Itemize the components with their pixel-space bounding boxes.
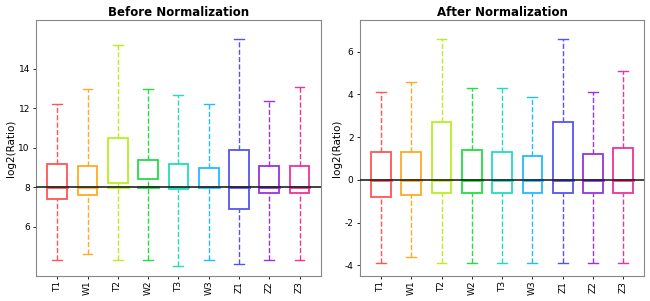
Bar — [108, 138, 127, 183]
Bar — [432, 122, 451, 193]
Bar — [614, 148, 633, 193]
Title: Before Normalization: Before Normalization — [108, 5, 249, 19]
Bar — [583, 154, 603, 193]
Bar — [78, 166, 98, 195]
Bar — [259, 166, 279, 193]
Bar — [138, 160, 158, 179]
Y-axis label: log2(Ratio): log2(Ratio) — [6, 119, 16, 176]
Bar — [229, 150, 249, 209]
Bar — [47, 164, 67, 199]
Bar — [553, 122, 573, 193]
Bar — [402, 152, 421, 195]
Bar — [371, 152, 391, 197]
Title: After Normalization: After Normalization — [437, 5, 567, 19]
Bar — [290, 166, 309, 193]
Bar — [492, 152, 512, 193]
Bar — [523, 157, 542, 193]
Bar — [168, 164, 188, 189]
Bar — [462, 150, 482, 193]
Bar — [199, 168, 218, 187]
Y-axis label: log2(Ratio): log2(Ratio) — [332, 119, 342, 176]
